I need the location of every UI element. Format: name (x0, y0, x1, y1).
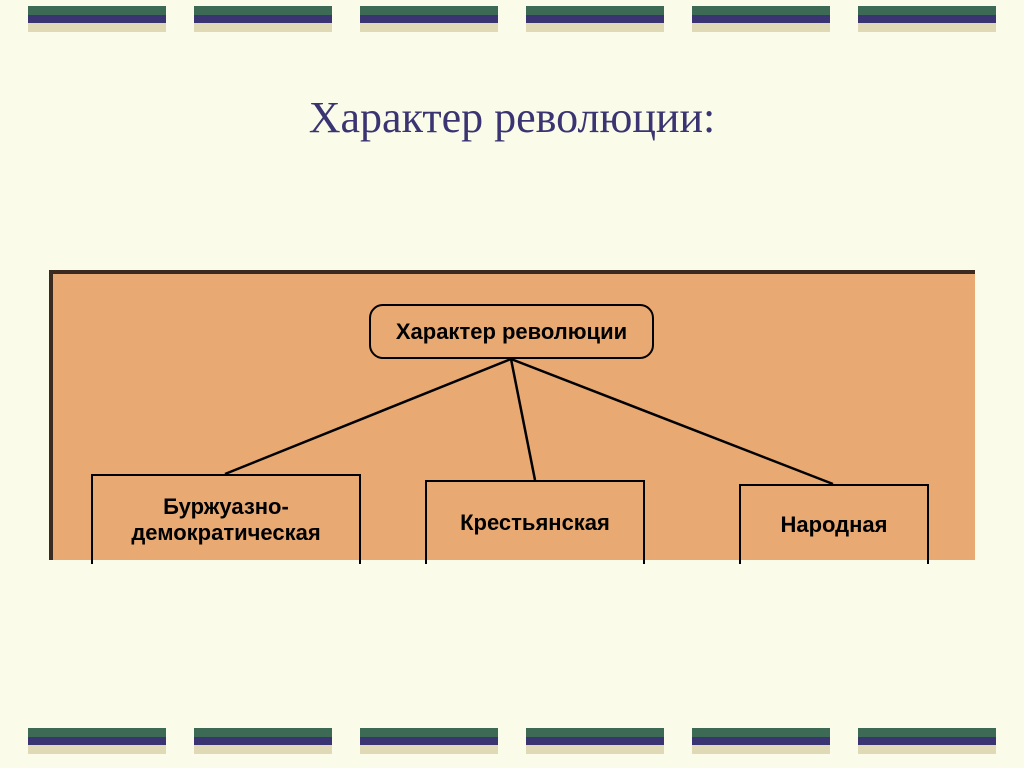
border-stripe (28, 15, 166, 24)
border-stripe (858, 728, 996, 737)
border-stripe (526, 745, 664, 754)
connector-line (225, 359, 511, 474)
diagram-root-node: Характер революции (369, 304, 654, 359)
border-stripe (360, 6, 498, 15)
border-stripe (692, 754, 830, 763)
diagram-panel: Характер революции Буржуазно- демократич… (49, 270, 975, 560)
border-stripe (360, 15, 498, 24)
border-stripe (692, 728, 830, 737)
border-stripe (28, 745, 166, 754)
border-block (194, 6, 332, 40)
border-block (692, 6, 830, 40)
border-stripe (692, 23, 830, 32)
bottom-border-row (0, 722, 1024, 768)
border-block (858, 6, 996, 40)
border-stripe (194, 745, 332, 754)
border-stripe (28, 754, 166, 763)
border-stripe (360, 728, 498, 737)
slide: Характер революции: Характер революции Б… (0, 0, 1024, 768)
border-stripe (360, 737, 498, 746)
border-block (28, 728, 166, 762)
border-stripe (28, 23, 166, 32)
border-block (692, 728, 830, 762)
border-stripe (692, 745, 830, 754)
border-stripe (360, 745, 498, 754)
border-block (858, 728, 996, 762)
border-stripe (858, 23, 996, 32)
diagram-child-node: Народная (739, 484, 929, 564)
border-stripe (194, 32, 332, 41)
border-block (526, 6, 664, 40)
border-stripe (858, 745, 996, 754)
border-block (194, 728, 332, 762)
diagram-child-node: Буржуазно- демократическая (91, 474, 361, 564)
border-stripe (858, 754, 996, 763)
border-stripe (692, 737, 830, 746)
border-stripe (858, 32, 996, 41)
border-stripe (858, 6, 996, 15)
border-block (526, 728, 664, 762)
border-stripe (858, 15, 996, 24)
border-stripe (360, 23, 498, 32)
border-stripe (360, 32, 498, 41)
border-block (360, 728, 498, 762)
slide-title: Характер революции: (0, 92, 1024, 143)
diagram-child-node: Крестьянская (425, 480, 645, 564)
border-stripe (526, 6, 664, 15)
border-stripe (526, 32, 664, 41)
border-stripe (526, 23, 664, 32)
border-block (360, 6, 498, 40)
border-stripe (526, 15, 664, 24)
border-stripe (526, 754, 664, 763)
border-stripe (692, 32, 830, 41)
border-stripe (360, 754, 498, 763)
border-stripe (526, 737, 664, 746)
border-block (28, 6, 166, 40)
border-stripe (28, 32, 166, 41)
connector-line (511, 359, 535, 480)
border-stripe (28, 6, 166, 15)
top-border-row (0, 0, 1024, 46)
border-stripe (692, 6, 830, 15)
border-stripe (28, 737, 166, 746)
border-stripe (28, 728, 166, 737)
connector-line (511, 359, 833, 484)
border-stripe (194, 754, 332, 763)
border-stripe (194, 23, 332, 32)
border-stripe (194, 15, 332, 24)
border-stripe (194, 737, 332, 746)
border-stripe (692, 15, 830, 24)
border-stripe (194, 728, 332, 737)
border-stripe (194, 6, 332, 15)
border-stripe (526, 728, 664, 737)
border-stripe (858, 737, 996, 746)
